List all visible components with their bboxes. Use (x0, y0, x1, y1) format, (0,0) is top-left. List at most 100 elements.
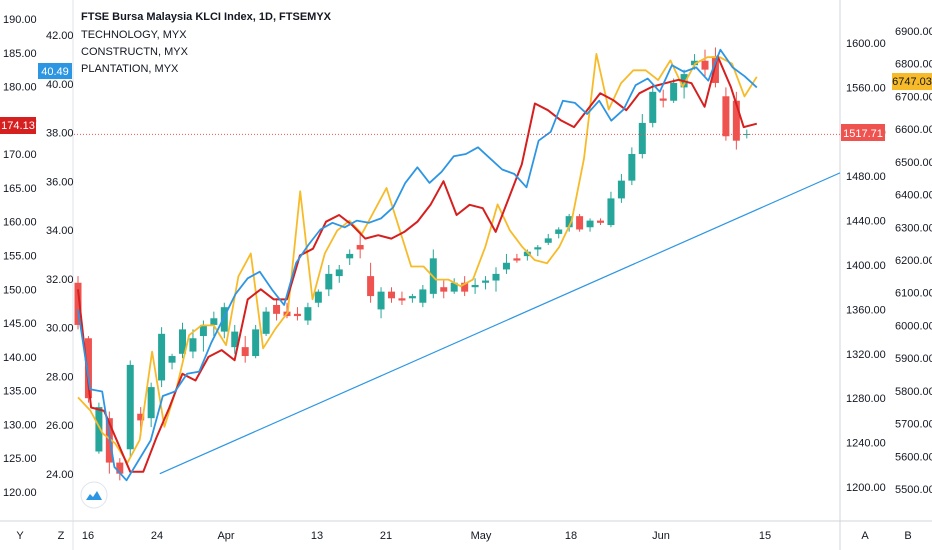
candle (513, 253, 521, 263)
candle (555, 227, 563, 239)
candle-body (492, 273, 500, 281)
candle-body (95, 407, 103, 452)
x-tick-label: Jun (652, 530, 670, 542)
tradingview-cloud-icon[interactable] (80, 481, 108, 509)
candle-body (241, 347, 249, 357)
tick-label-right-inner: 1240.00 (846, 438, 886, 450)
badge-left-red: 174.13 (0, 117, 36, 134)
tick-label-right-outer: 6300.00 (895, 222, 932, 234)
tick-label-right-outer: 6700.00 (895, 91, 932, 103)
candle (597, 218, 604, 226)
tick-label-left-inner: 34.00 (46, 225, 74, 237)
candle (252, 324, 260, 359)
candle (544, 233, 552, 246)
badge-right-red: 1517.71 (841, 124, 885, 141)
candle-body (440, 287, 448, 292)
scale-z-button[interactable]: Z (58, 530, 65, 542)
badge-left-blue: 40.49 (38, 63, 72, 79)
candle-body (408, 296, 416, 299)
candle (492, 267, 500, 292)
candle-body (220, 307, 228, 332)
candle (471, 278, 479, 294)
candle (116, 458, 124, 481)
candle-body (544, 238, 552, 243)
tick-label-right-inner: 1360.00 (846, 304, 886, 316)
candle-body (732, 100, 740, 141)
candle (398, 291, 406, 305)
candle-body (586, 220, 594, 228)
tick-label-left-inner: 32.00 (46, 274, 74, 286)
tick-label-right-inner: 1400.00 (846, 260, 886, 272)
candle (408, 293, 416, 303)
tick-label-left-outer: 170.00 (3, 149, 37, 161)
candle-body (367, 276, 375, 297)
tick-label-left-inner: 36.00 (46, 176, 74, 188)
tick-label-left-outer: 140.00 (3, 352, 37, 364)
candle (273, 298, 281, 321)
candle-body (450, 282, 458, 292)
candle-body (471, 284, 479, 288)
candle-body (158, 333, 166, 381)
x-tick-label: 16 (82, 530, 94, 542)
candle (722, 87, 730, 141)
candle-body (649, 91, 657, 123)
badge-right-yellow-text: 6747.03 (892, 76, 932, 88)
candle (670, 78, 678, 103)
candle (231, 324, 239, 354)
tick-label-right-outer: 6600.00 (895, 124, 932, 136)
candle-body (607, 198, 615, 226)
candle (440, 280, 448, 299)
candle (691, 54, 699, 70)
candle (241, 336, 249, 363)
candle (419, 284, 427, 308)
candle (126, 360, 134, 459)
candle-body (262, 311, 270, 334)
candle-body (335, 269, 343, 277)
candle-body (398, 298, 406, 301)
tick-label-left-outer: 190.00 (3, 14, 37, 26)
scale-a-button[interactable]: A (861, 530, 869, 542)
candle-body (168, 356, 176, 363)
candle-body (137, 413, 145, 421)
candle-body (691, 60, 699, 66)
candle (377, 287, 385, 319)
candle-body (711, 56, 719, 83)
tick-label-right-outer: 6100.00 (895, 288, 932, 300)
scale-y-button[interactable]: Y (16, 530, 24, 542)
x-tick-label: 21 (380, 530, 392, 542)
candle-body (356, 245, 364, 250)
candle (147, 382, 155, 428)
candle (586, 218, 594, 232)
candle-body (555, 229, 563, 234)
tick-label-right-inner: 1320.00 (846, 349, 886, 361)
candle (388, 287, 395, 303)
candle-body (126, 364, 134, 450)
candle-body (482, 280, 490, 283)
candle (701, 49, 709, 77)
candle (628, 147, 636, 186)
candle (293, 307, 301, 321)
x-tick-label: May (471, 530, 492, 542)
candle (482, 276, 490, 290)
tick-label-left-inner: 24.00 (46, 469, 74, 481)
candle-body (210, 318, 218, 325)
tick-label-left-outer: 150.00 (3, 284, 37, 296)
badge-left-red-text: 174.13 (1, 120, 35, 132)
candle-body (293, 313, 301, 317)
tick-label-left-inner: 38.00 (46, 128, 74, 140)
tick-label-right-inner: 1280.00 (846, 393, 886, 405)
candle-body (513, 258, 521, 261)
tick-label-right-inner: 1560.00 (846, 82, 886, 94)
candle-body (701, 60, 709, 70)
candle-body (523, 251, 531, 257)
tick-label-right-outer: 6800.00 (895, 59, 932, 71)
candle-body (179, 329, 186, 354)
candle-body (304, 307, 312, 321)
candle-body (659, 98, 667, 101)
legend: FTSE Bursa Malaysia KLCI Index, 1D, FTSE… (81, 11, 332, 75)
tick-label-right-outer: 6000.00 (895, 320, 932, 332)
scale-b-button[interactable]: B (904, 530, 911, 542)
candle (262, 307, 270, 337)
candle-body (377, 291, 385, 310)
